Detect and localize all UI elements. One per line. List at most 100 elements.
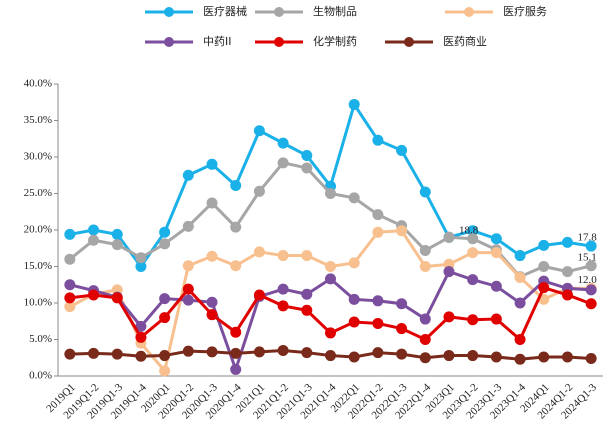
point [396,348,408,360]
point [64,348,76,360]
point [561,289,573,301]
point [490,280,502,292]
point [467,274,479,286]
legend-label: 化学制药 [313,34,357,48]
point [135,320,147,332]
point [111,348,123,360]
y-tick-label: 20.0% [24,224,52,236]
point [159,350,171,362]
point [585,284,597,296]
point [253,289,265,301]
point [514,353,526,365]
point [490,351,502,363]
y-tick-label: 25.0% [24,187,52,199]
legend-marker [164,7,174,17]
y-tick-label: 15.0% [24,260,52,272]
point [396,225,408,237]
point [348,351,360,363]
point [301,250,313,262]
point [277,137,289,149]
point [64,292,76,304]
point [64,301,76,313]
legend-marker [274,37,284,47]
point [88,347,100,359]
point [585,240,597,252]
legend-marker [164,37,174,47]
point [111,292,123,304]
point [419,313,431,325]
y-tick-label: 30.0% [24,151,52,163]
point [253,246,265,258]
point [159,365,171,377]
point [206,197,218,209]
point [301,162,313,174]
point [206,250,218,262]
legend-marker [274,7,284,17]
y-tick-label: 40.0% [24,78,52,90]
data-label: 12.0 [578,274,598,286]
point [206,296,218,308]
point [301,150,313,162]
legend-marker [404,37,414,47]
point [277,344,289,356]
y-tick-label: 35.0% [24,114,52,126]
point [538,239,550,251]
legend-label: 医药商业 [443,34,487,48]
point [277,157,289,169]
point [396,323,408,335]
point [182,220,194,232]
point [419,261,431,272]
point [396,144,408,156]
point [253,185,265,197]
point [419,352,431,364]
point [206,309,218,321]
point [514,250,526,262]
point [182,169,194,181]
point [396,298,408,310]
point [514,297,526,309]
point [230,326,242,338]
point [348,316,360,328]
point [301,347,313,359]
point [88,234,100,246]
point [182,260,194,272]
legend-marker [464,7,474,17]
point [538,261,550,272]
point [561,351,573,363]
point [182,294,194,306]
point [159,293,171,305]
point [135,331,147,343]
point [64,228,76,240]
point [111,239,123,251]
point [348,293,360,305]
point [443,311,455,323]
point [64,253,76,265]
point [372,317,384,329]
point [419,244,431,256]
point [206,158,218,170]
point [443,350,455,362]
point [514,271,526,283]
legend-label: 医疗器械 [203,4,247,18]
point [277,283,289,295]
point [443,266,455,278]
point [585,298,597,310]
data-label: 17.8 [578,232,598,244]
data-label: 18.8 [459,224,479,236]
series-line [68,161,592,279]
point [253,125,265,137]
point [88,224,100,236]
point [277,300,289,312]
point [348,192,360,204]
point [467,350,479,362]
point [490,313,502,325]
point [348,98,360,110]
point [372,209,384,221]
point [419,334,431,345]
point [561,266,573,278]
point [301,304,313,316]
point [467,233,479,245]
point [159,238,171,250]
point [111,228,123,240]
